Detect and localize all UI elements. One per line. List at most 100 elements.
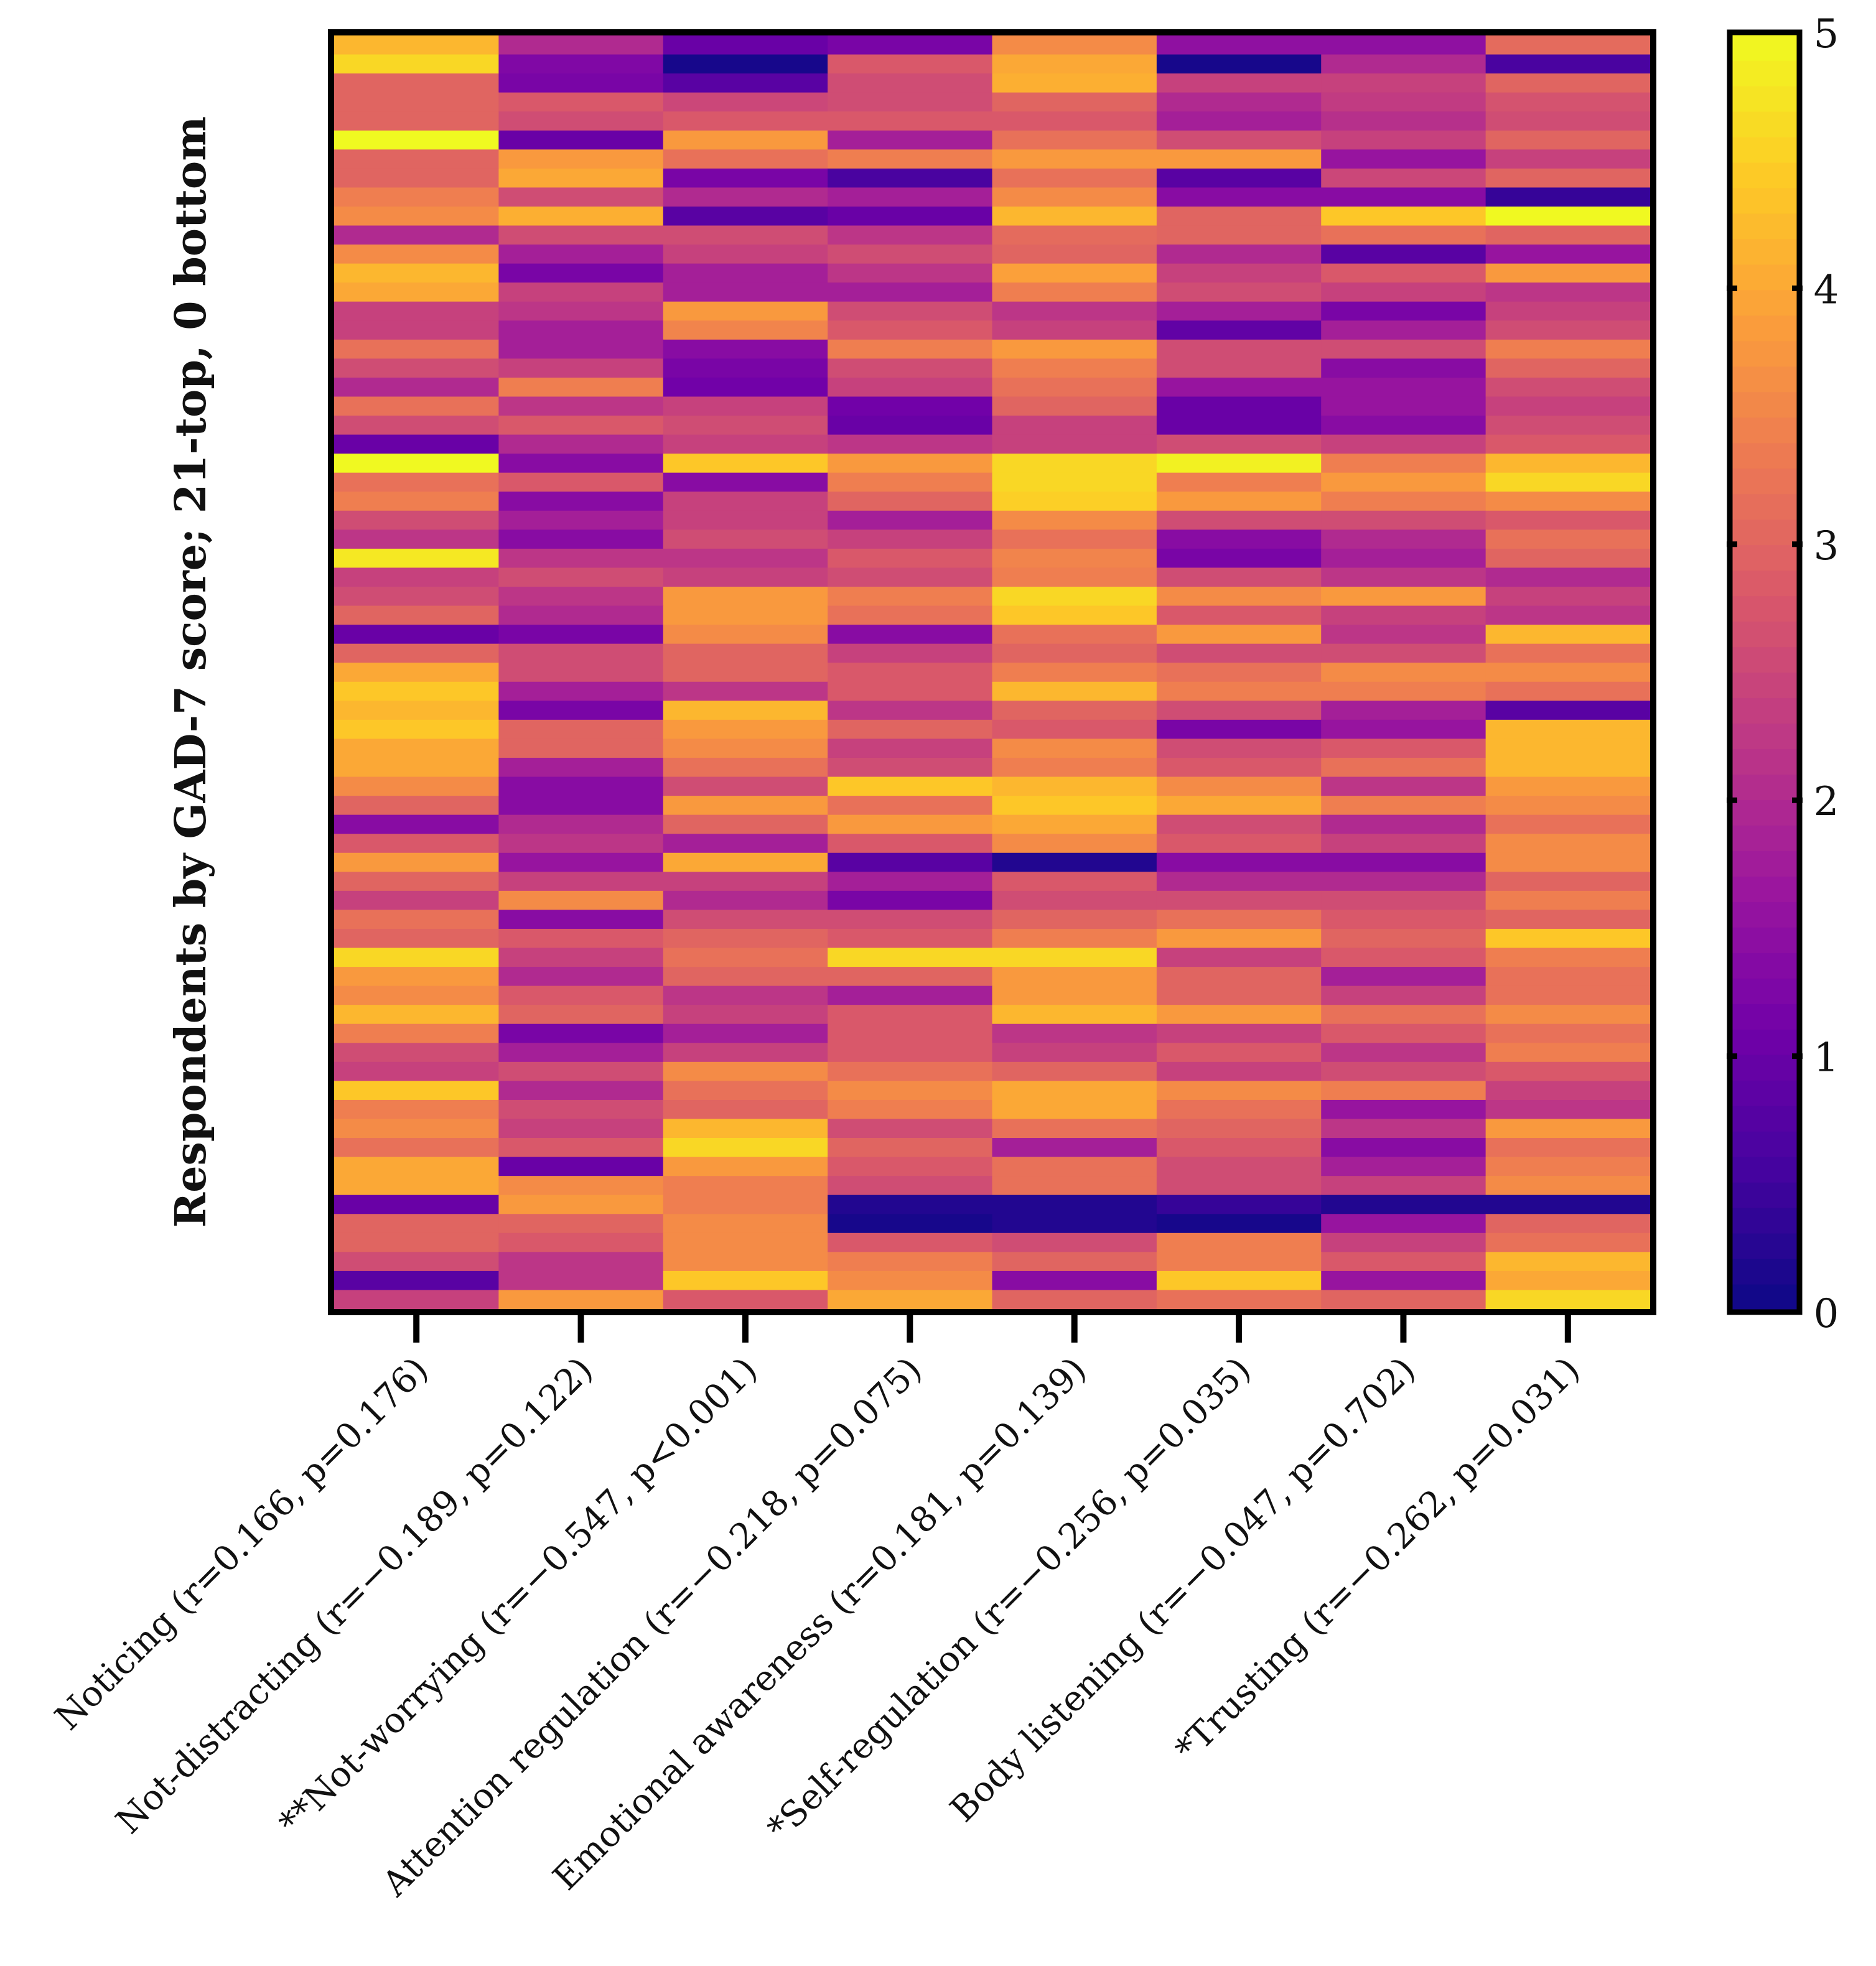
colorbar-band	[1732, 544, 1797, 571]
colorbar-bands	[1732, 35, 1797, 1310]
heatmap-cell	[1156, 54, 1322, 74]
heatmap-cell	[663, 320, 828, 340]
heatmap-cell	[1321, 1290, 1486, 1310]
heatmap-cell	[663, 529, 828, 549]
heatmap-cell	[498, 776, 664, 796]
heatmap-cell	[663, 1270, 828, 1291]
heatmap-cell	[992, 985, 1157, 1005]
heatmap-cell	[828, 910, 993, 929]
heatmap-cell	[663, 796, 828, 816]
heatmap-cell	[1485, 567, 1651, 587]
heatmap-cell	[1485, 187, 1651, 207]
colorbar-band	[1732, 391, 1797, 418]
heatmap-cell	[498, 434, 664, 454]
colorbar-band	[1732, 468, 1797, 495]
heatmap-cell	[663, 187, 828, 207]
heatmap-cell	[334, 339, 499, 359]
heatmap-cell	[992, 814, 1157, 834]
heatmap-cell	[1485, 301, 1651, 321]
heatmap-cell	[1156, 643, 1322, 663]
heatmap-cell	[498, 301, 664, 321]
heatmap-cell	[828, 187, 993, 207]
heatmap-cell	[1156, 890, 1322, 910]
heatmap-cell	[498, 377, 664, 398]
heatmap-cell	[1321, 681, 1486, 701]
heatmap-cell	[1485, 587, 1651, 607]
heatmap-cell	[1156, 1176, 1322, 1196]
heatmap-cell	[1485, 168, 1651, 189]
heatmap-cell	[498, 1290, 664, 1310]
heatmap-cell	[663, 416, 828, 436]
heatmap-cell	[498, 663, 664, 683]
heatmap-cell	[1156, 263, 1322, 283]
heatmap-cell	[992, 416, 1157, 436]
heatmap-cell	[334, 719, 499, 740]
heatmap-cell	[498, 1157, 664, 1176]
heatmap-cell	[663, 890, 828, 910]
colorbar-band	[1732, 978, 1797, 1004]
heatmap-cell	[498, 320, 664, 340]
heatmap-cell	[828, 111, 993, 131]
heatmap-cell	[334, 454, 499, 473]
heatmap-cell	[992, 1157, 1157, 1176]
colorbar-band	[1732, 927, 1797, 953]
heatmap-cell	[1321, 1252, 1486, 1272]
heatmap-cell	[334, 149, 499, 169]
heatmap-cell	[663, 206, 828, 226]
heatmap-cell	[1485, 814, 1651, 834]
colorbar-tick-label: 5	[1814, 11, 1839, 57]
colorbar-band	[1732, 723, 1797, 750]
heatmap-cell	[663, 454, 828, 473]
heatmap-cell	[334, 1214, 499, 1234]
heatmap-cell	[1156, 872, 1322, 892]
heatmap-cell	[1321, 587, 1486, 607]
heatmap-cell	[663, 130, 828, 150]
heatmap-cell	[498, 1252, 664, 1272]
heatmap-cell	[334, 225, 499, 245]
heatmap-cell	[992, 434, 1157, 454]
heatmap-cell	[1321, 54, 1486, 74]
colorbar-band	[1732, 850, 1797, 877]
heatmap-cell	[1321, 1043, 1486, 1063]
heatmap-cell	[1156, 396, 1322, 416]
heatmap-cell	[992, 1195, 1157, 1214]
heatmap-cell	[1321, 1099, 1486, 1120]
colorbar-band	[1732, 315, 1797, 342]
heatmap-cell	[992, 1081, 1157, 1101]
colorbar-band	[1732, 289, 1797, 316]
heatmap-cell	[663, 967, 828, 987]
colorbar-band	[1732, 238, 1797, 265]
heatmap-cell	[663, 1232, 828, 1252]
heatmap-cell	[1485, 320, 1651, 340]
heatmap-cell	[1156, 187, 1322, 207]
heatmap-cell	[828, 1081, 993, 1101]
heatmap-cell	[334, 643, 499, 663]
heatmap-cell	[1156, 834, 1322, 854]
heatmap-cell	[334, 187, 499, 207]
heatmap-cell	[334, 948, 499, 967]
heatmap-cell	[663, 111, 828, 131]
heatmap-cell	[334, 510, 499, 530]
heatmap-cell	[334, 587, 499, 607]
heatmap-cell	[1321, 73, 1486, 93]
heatmap-cell	[663, 587, 828, 607]
heatmap-cell	[1485, 1195, 1651, 1214]
heatmap-cell	[1156, 130, 1322, 150]
heatmap-cell	[1156, 985, 1322, 1005]
heatmap-cell	[828, 1214, 993, 1234]
heatmap-cell	[828, 130, 993, 150]
heatmap-cell	[1321, 263, 1486, 283]
heatmap-cell	[334, 1081, 499, 1101]
heatmap-cell	[1485, 35, 1651, 55]
heatmap-cell	[992, 757, 1157, 778]
heatmap-cell	[334, 320, 499, 340]
heatmap-cell	[992, 225, 1157, 245]
heatmap-cell	[663, 225, 828, 245]
heatmap-cell	[992, 948, 1157, 967]
heatmap-cell	[498, 985, 664, 1005]
colorbar-tick-label: 1	[1814, 1035, 1839, 1081]
heatmap-cell	[334, 1005, 499, 1025]
heatmap-cell	[828, 834, 993, 854]
heatmap-cell	[1321, 92, 1486, 112]
heatmap-cell	[1321, 529, 1486, 549]
